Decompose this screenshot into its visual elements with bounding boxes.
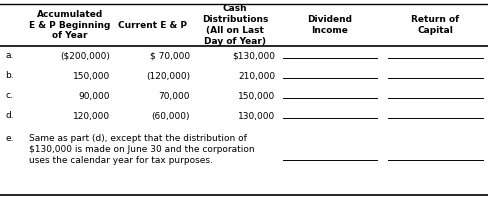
Text: Same as part (d), except that the distribution of: Same as part (d), except that the distri… xyxy=(29,134,246,143)
Text: 90,000: 90,000 xyxy=(79,91,110,101)
Text: (120,000): (120,000) xyxy=(145,71,190,81)
Text: ($200,000): ($200,000) xyxy=(60,51,110,61)
Text: 210,000: 210,000 xyxy=(237,71,274,81)
Text: Return of
Capital: Return of Capital xyxy=(410,15,459,35)
Text: 70,000: 70,000 xyxy=(158,91,190,101)
Text: $130,000 is made on June 30 and the corporation: $130,000 is made on June 30 and the corp… xyxy=(29,145,254,154)
Text: b.: b. xyxy=(5,71,14,81)
Text: 150,000: 150,000 xyxy=(73,71,110,81)
Text: c.: c. xyxy=(5,91,13,101)
Text: Dividend
Income: Dividend Income xyxy=(307,15,352,35)
Text: 130,000: 130,000 xyxy=(237,111,274,121)
Text: $130,000: $130,000 xyxy=(231,51,274,61)
Text: uses the calendar year for tax purposes.: uses the calendar year for tax purposes. xyxy=(29,156,212,165)
Text: Current E & P: Current E & P xyxy=(118,21,186,30)
Text: a.: a. xyxy=(5,51,13,61)
Text: Cash
Distributions
(All on Last
Day of Year): Cash Distributions (All on Last Day of Y… xyxy=(202,4,267,46)
Text: Accumulated
E & P Beginning
of Year: Accumulated E & P Beginning of Year xyxy=(29,10,110,40)
Text: d.: d. xyxy=(5,111,14,121)
Text: 150,000: 150,000 xyxy=(237,91,274,101)
Text: 120,000: 120,000 xyxy=(73,111,110,121)
Text: e.: e. xyxy=(5,134,14,143)
Text: (60,000): (60,000) xyxy=(151,111,190,121)
Text: $ 70,000: $ 70,000 xyxy=(149,51,190,61)
